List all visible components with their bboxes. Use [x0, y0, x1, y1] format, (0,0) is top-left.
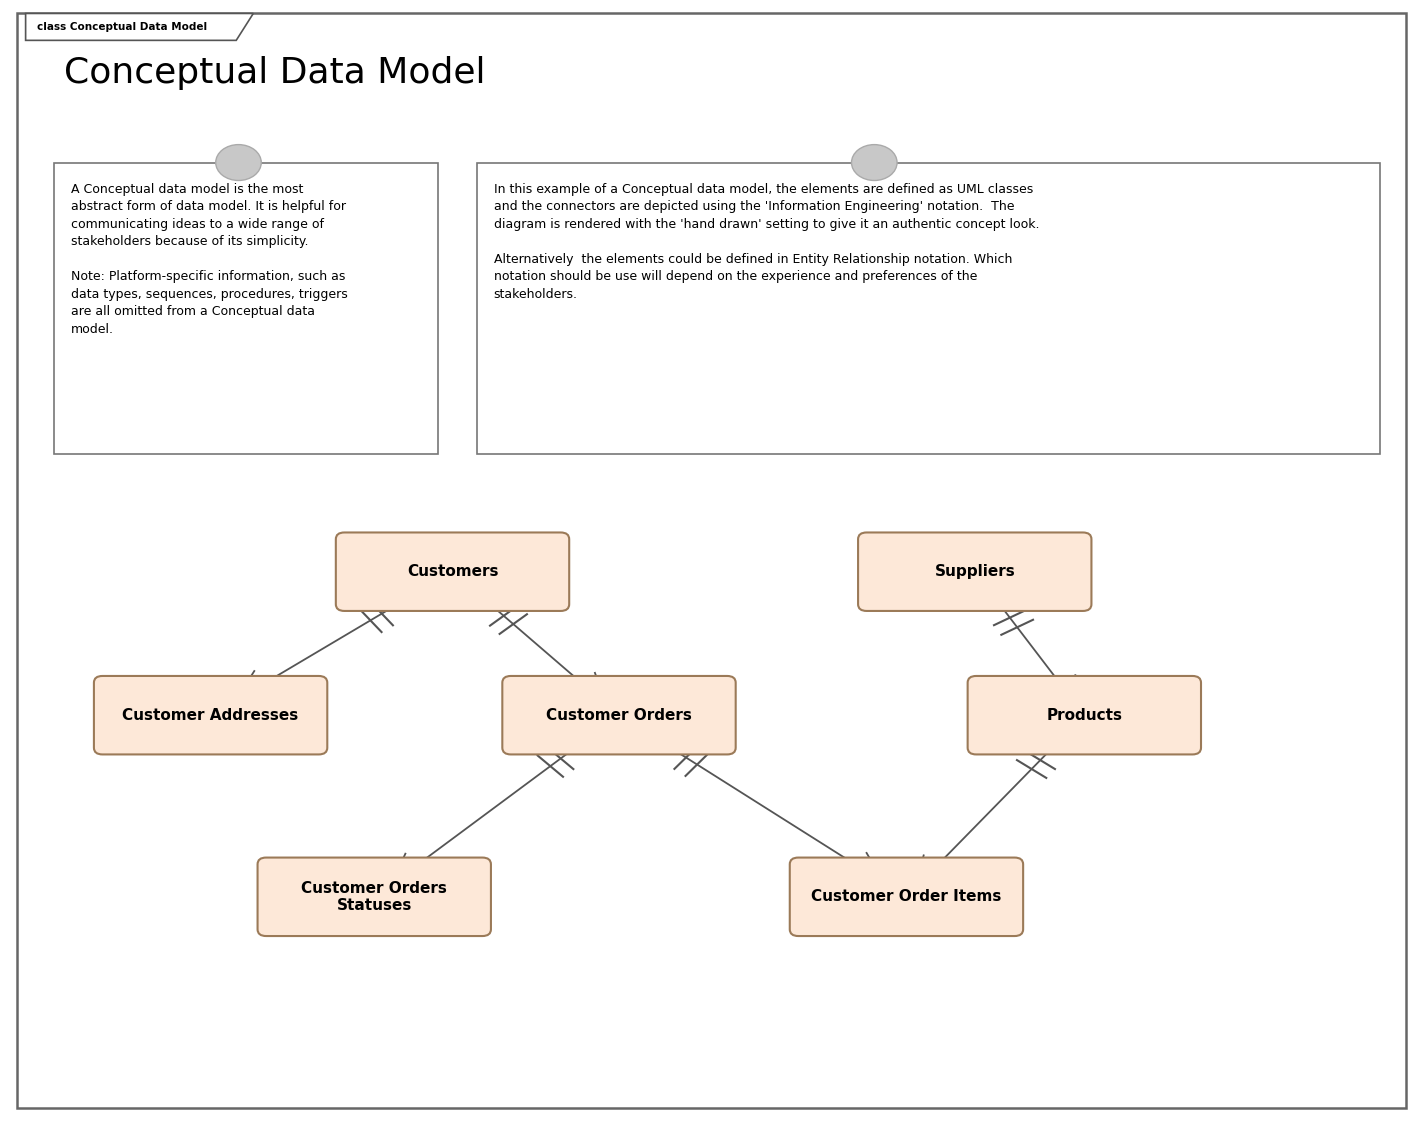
FancyBboxPatch shape	[858, 532, 1091, 611]
Polygon shape	[26, 13, 253, 40]
FancyBboxPatch shape	[968, 676, 1201, 754]
Circle shape	[851, 145, 896, 180]
Text: Products: Products	[1046, 707, 1123, 723]
Text: Customer Order Items: Customer Order Items	[811, 889, 1002, 905]
Text: Conceptual Data Model: Conceptual Data Model	[64, 56, 485, 90]
Circle shape	[1080, 716, 1106, 736]
FancyBboxPatch shape	[54, 163, 438, 454]
FancyBboxPatch shape	[17, 13, 1406, 1108]
FancyBboxPatch shape	[502, 676, 736, 754]
Text: Suppliers: Suppliers	[935, 564, 1015, 580]
Circle shape	[885, 895, 911, 915]
FancyBboxPatch shape	[477, 163, 1380, 454]
Text: Customer Orders: Customer Orders	[546, 707, 692, 723]
Text: class Conceptual Data Model: class Conceptual Data Model	[37, 22, 208, 31]
Text: Customer Orders
Statuses: Customer Orders Statuses	[302, 881, 447, 912]
FancyBboxPatch shape	[94, 676, 327, 754]
Text: Customers: Customers	[407, 564, 498, 580]
Text: A Conceptual data model is the most
abstract form of data model. It is helpful f: A Conceptual data model is the most abst…	[71, 183, 347, 335]
FancyBboxPatch shape	[790, 858, 1023, 936]
Circle shape	[612, 711, 638, 731]
FancyBboxPatch shape	[258, 858, 491, 936]
Text: Customer Addresses: Customer Addresses	[122, 707, 299, 723]
Circle shape	[894, 887, 919, 907]
FancyBboxPatch shape	[336, 532, 569, 611]
Circle shape	[201, 704, 226, 724]
Circle shape	[216, 145, 262, 180]
Circle shape	[357, 889, 383, 909]
Text: In this example of a Conceptual data model, the elements are defined as UML clas: In this example of a Conceptual data mod…	[494, 183, 1039, 300]
